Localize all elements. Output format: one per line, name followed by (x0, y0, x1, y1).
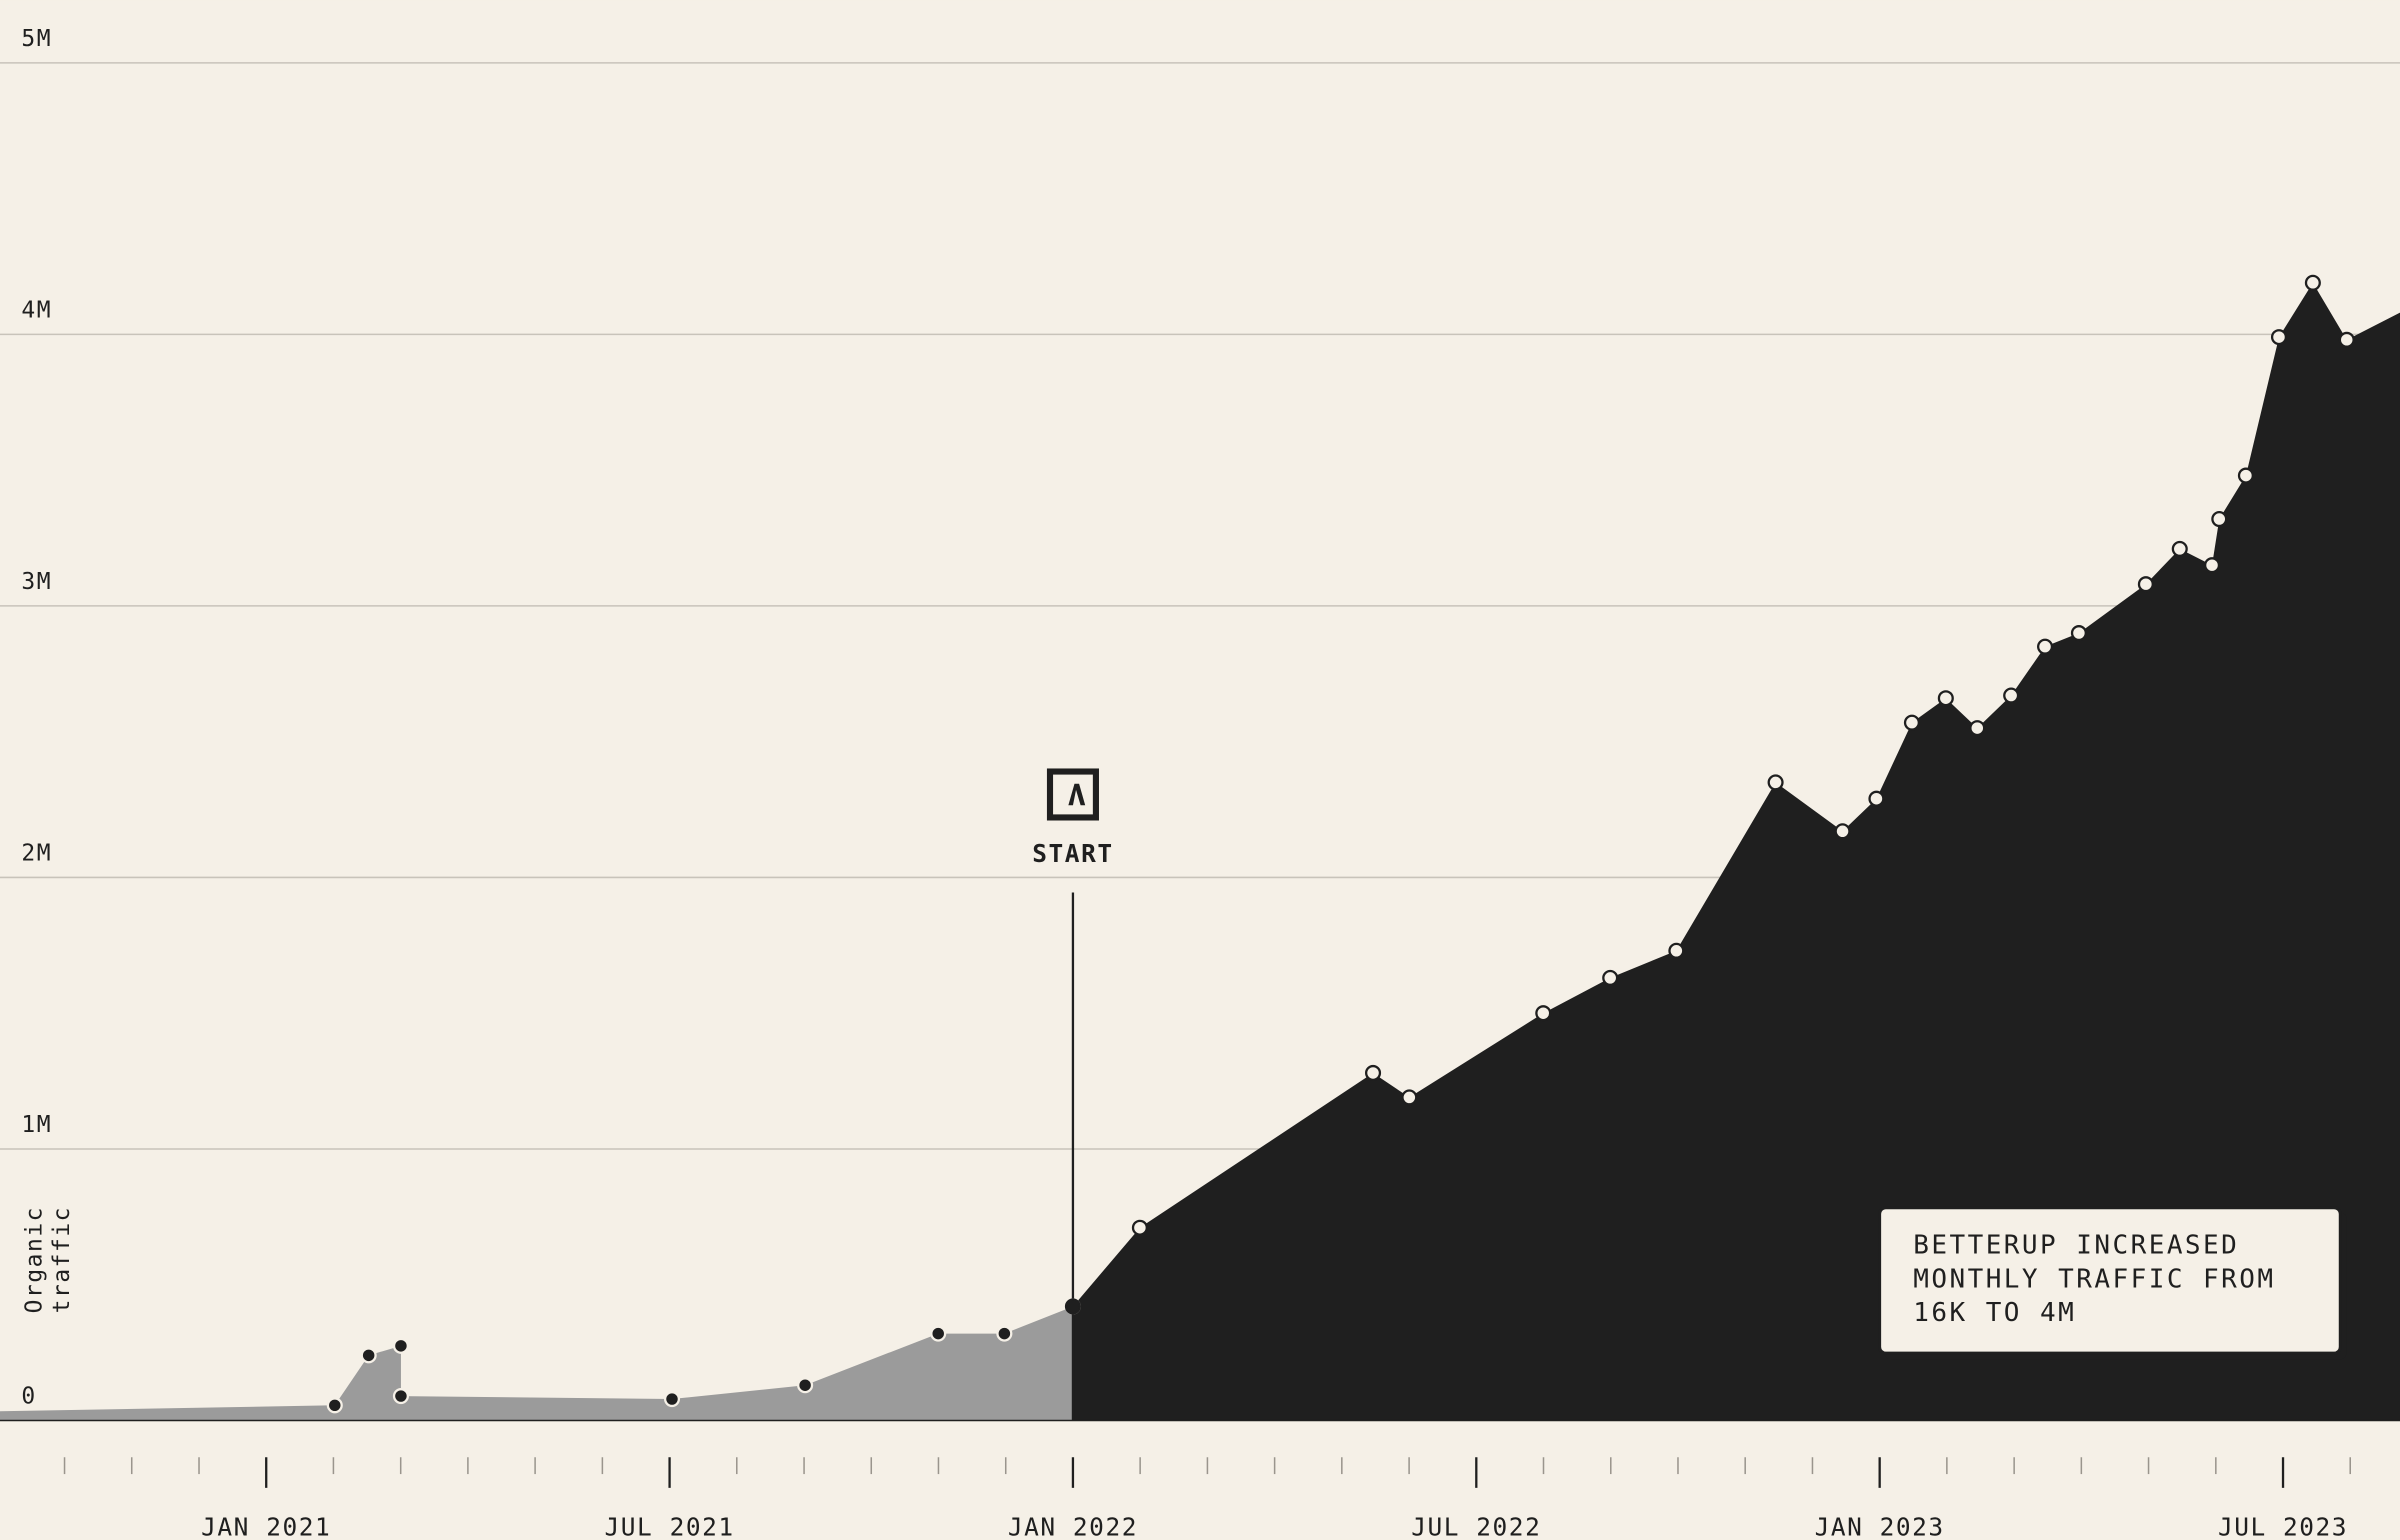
x-tick-label: JAN 2022 (1008, 1512, 1138, 1540)
data-point (663, 1391, 681, 1408)
data-point (326, 1397, 343, 1414)
start-annotation: START (1032, 768, 1113, 1421)
markers (326, 274, 2355, 1414)
x-tick-label: JUL 2021 (605, 1512, 735, 1540)
data-point (2137, 576, 2154, 593)
data-point (2171, 540, 2188, 557)
data-point (1535, 1005, 1552, 1022)
data-point (996, 1325, 1013, 1342)
y-tick-label: 0 (21, 1384, 36, 1410)
data-point (1401, 1089, 1418, 1106)
data-point (1131, 1219, 1148, 1236)
data-point (1868, 790, 1885, 807)
data-point (392, 1337, 409, 1354)
data-point (2270, 329, 2288, 346)
callout-line: BETTERUP INCREASED (1913, 1231, 2239, 1261)
start-label: START (1032, 839, 1113, 868)
data-point (2203, 557, 2221, 574)
data-point (1937, 690, 1954, 707)
x-tick-label: JUL 2023 (2218, 1512, 2348, 1540)
y-tick-label: 5M (21, 26, 52, 52)
data-point (2070, 625, 2087, 642)
data-point (2211, 510, 2228, 528)
x-tick-label: JUL 2022 (1411, 1512, 1541, 1540)
x-tick-label: JAN 2021 (201, 1512, 331, 1540)
callout-box (1878, 1206, 2342, 1355)
callout-line: 16K TO 4M (1913, 1298, 2076, 1328)
data-point (2003, 687, 2020, 704)
data-point (797, 1377, 814, 1394)
y-tick-label: 3M (21, 569, 52, 595)
logo-icon (1046, 768, 1099, 821)
data-point (1767, 774, 1784, 791)
data-point (1668, 942, 1685, 959)
y-axis-title-line: Organic (21, 1206, 47, 1313)
data-point (930, 1325, 947, 1342)
y-axis-title-line: traffic (49, 1206, 75, 1313)
y-axis-title: Organic traffic (21, 1191, 75, 1314)
data-point (360, 1347, 377, 1364)
data-point (1365, 1064, 1382, 1081)
callout-line: MONTHLY TRAFFIC FROM (1913, 1264, 2275, 1294)
data-point (1969, 720, 1986, 737)
logo-glyph (1068, 783, 1086, 806)
data-point (1064, 1298, 1081, 1315)
data-point (392, 1388, 409, 1405)
area (1072, 282, 2400, 1421)
data-point (2304, 274, 2321, 291)
x-axis: JAN 2021 JUL 2021 JAN 2022 JUL 2022 JAN 2023… (0, 1419, 2400, 1540)
data-point (2037, 638, 2054, 655)
data-point (1834, 823, 1851, 840)
data-point (1903, 714, 1920, 731)
y-tick-label: 1M (21, 1112, 52, 1138)
y-tick-label: 4M (21, 298, 52, 324)
data-point (1602, 969, 1619, 986)
x-tick-label: JAN 2023 (1815, 1512, 1945, 1540)
data-point (2237, 467, 2254, 484)
data-point (2338, 331, 2355, 348)
y-tick-label: 2M (21, 841, 52, 867)
